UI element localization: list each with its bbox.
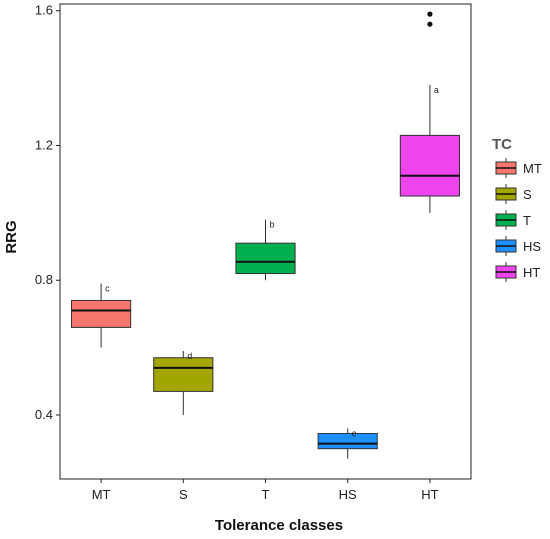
legend-item-hs: HS — [495, 236, 541, 256]
significance-letter: e — [352, 428, 357, 438]
legend-item-s: S — [495, 184, 532, 204]
box-t: b — [235, 219, 296, 281]
box-iqr — [71, 299, 132, 328]
y-axis-title: RRG — [3, 220, 20, 253]
legend-label: MT — [523, 161, 542, 176]
y-axis: 0.4 0.8 1.2 1.6 — [35, 3, 60, 422]
y-tick-label: 0.8 — [35, 272, 53, 287]
box-ht: a — [399, 11, 460, 213]
box-mt: c — [71, 283, 132, 348]
legend-label: HS — [523, 239, 541, 254]
x-tick-label: HT — [421, 487, 438, 502]
x-axis-title: Tolerance classes — [215, 517, 343, 534]
legend-item-mt: MT — [495, 158, 542, 178]
x-axis: MT S T HS HT — [92, 479, 439, 502]
x-tick-label: MT — [92, 487, 111, 502]
box-iqr — [153, 357, 214, 392]
legend-label: T — [523, 213, 531, 228]
y-tick-label: 0.4 — [35, 407, 53, 422]
box-iqr — [235, 242, 296, 275]
significance-letter: d — [187, 351, 192, 361]
x-tick-label: S — [179, 487, 188, 502]
box-series: c d b e a — [71, 11, 460, 459]
legend-item-t: T — [495, 210, 531, 230]
box-iqr — [399, 134, 460, 197]
box-hs: e — [317, 428, 378, 459]
legend-title: TC — [492, 136, 512, 153]
legend-label: HT — [523, 265, 540, 280]
outlier-point — [427, 11, 433, 17]
significance-letter: b — [270, 220, 275, 230]
legend-label: S — [523, 187, 532, 202]
x-tick-label: T — [262, 487, 270, 502]
box-iqr — [317, 433, 378, 450]
significance-letter: a — [434, 85, 439, 95]
x-tick-label: HS — [339, 487, 357, 502]
y-tick-label: 1.2 — [35, 137, 53, 152]
box-s: d — [153, 350, 214, 415]
significance-letter: c — [105, 284, 110, 294]
legend-item-ht: HT — [495, 262, 540, 282]
legend: TC MT ST HS HT — [492, 136, 542, 282]
outlier-point — [427, 21, 433, 27]
y-tick-label: 1.6 — [35, 3, 53, 18]
